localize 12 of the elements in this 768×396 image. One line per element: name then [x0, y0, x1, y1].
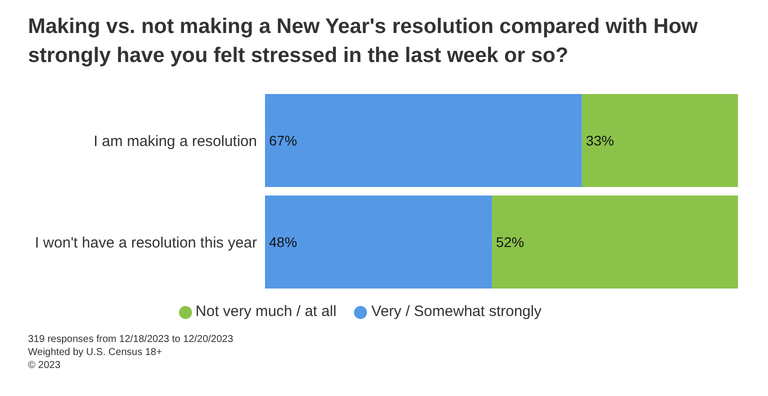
data-label: 48%: [269, 234, 298, 250]
data-label: 33%: [586, 132, 614, 149]
chart-title: Making vs. not making a New Year's resolution compared with How strongly have you felt stressed in the last week or so?: [28, 14, 699, 69]
text: Weighted by U.S. Census 18+: [28, 346, 164, 359]
y-tick-label: I am making a resolution: [94, 133, 257, 150]
data-label: 52%: [496, 234, 524, 250]
y-tick-label: I won't have a resolution this year: [34, 234, 257, 252]
text: © 2023: [28, 359, 62, 372]
data-label: 67%: [269, 132, 298, 149]
text: 319 responses from 12/18/2023 to 12/20/2023: [28, 333, 234, 346]
legend-label: Not very much / at all: [196, 303, 336, 320]
legend-label: Very / Somewhat strongly: [371, 303, 542, 320]
